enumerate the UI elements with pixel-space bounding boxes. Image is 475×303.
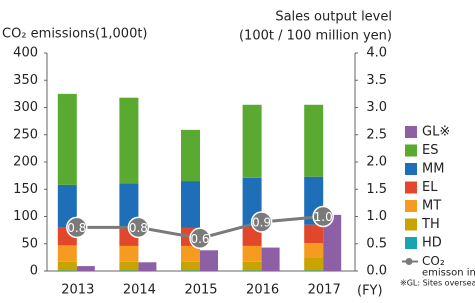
y2-axis-title: Sales output level [275,10,392,25]
bar [138,262,157,271]
bar-segment [304,243,324,258]
bar-segment [242,104,262,178]
bar [323,214,342,271]
legend-label: MM [422,162,444,177]
line-marker [189,227,211,250]
legend-swatch [405,218,417,231]
data-label: 0.8 [67,221,86,235]
bar-segment [57,245,77,262]
legend-swatch [405,163,417,175]
y2-tick-label: 1.0 [366,209,387,224]
legend-swatch [405,181,417,194]
bar-segment [119,183,139,228]
x-tick-label: 2015 [184,283,217,298]
note: ※GL: Sites overseas [400,279,475,288]
x-tick-label: 2014 [123,283,156,298]
bar [200,250,218,271]
bar-segment [119,261,139,271]
bar-segment [119,270,139,271]
y2-tick-label: 1.5 [366,182,387,197]
line-marker [66,216,88,239]
legend-swatch [405,126,417,138]
bar-segment [181,129,200,182]
bar-segment [304,224,324,244]
legend-label: HD [422,236,442,251]
y-tick-label: 0 [30,264,38,279]
y2-tick-label: 2.0 [366,155,387,170]
y2-tick-label: 3.0 [366,100,387,115]
bar [261,247,280,271]
y2-tick-label: 0.5 [366,236,387,251]
legend-label: CO₂ [422,254,445,268]
y2-tick-label: 3.5 [366,73,387,88]
y2-tick-label: 0.0 [366,264,387,279]
x-tick-label: 2017 [308,283,341,298]
legend-label: emisson intensity [422,268,475,279]
legend-swatch [405,200,417,212]
line-marker [127,216,150,239]
y2-tick-label: 2.5 [366,127,387,142]
legend-label: TH [421,217,440,232]
bar-segment [304,257,324,271]
y-tick-label: 200 [13,155,38,170]
x-tick-label: 2013 [61,283,94,298]
x-tick-label: 2016 [246,283,279,298]
bar-segment [181,181,200,228]
data-label: 0.9 [252,215,271,229]
bar [76,266,95,271]
legend-label: EL [422,180,438,195]
bar-segment [304,104,324,177]
bar-segment [242,261,262,271]
bar-segment [57,261,77,271]
bar-segment [181,245,200,262]
y-tick-label: 350 [13,73,38,88]
y2-tick-label: 4.0 [366,46,387,61]
y-tick-label: 400 [13,46,38,61]
y-tick-label: 100 [13,209,38,224]
x-unit: (FY) [357,284,383,299]
legend-swatch [405,237,417,249]
bar-segment [242,227,262,246]
bar-segment [119,245,139,262]
data-label: 0.6 [190,232,209,246]
bar-segment [181,261,200,271]
bar-segment [57,270,77,271]
data-label: 1.0 [314,210,333,224]
legend-label: GL※ [422,125,450,140]
data-label: 0.8 [129,221,148,235]
legend-label: MT [422,199,441,214]
line-marker [250,211,273,233]
bar-segment [181,270,200,271]
y-tick-label: 250 [13,127,38,142]
legend-marker [405,258,413,265]
bar-segment [242,270,262,271]
line-marker [312,205,334,228]
y-tick-label: 50 [21,236,38,251]
y-tick-label: 300 [13,100,38,115]
bar-segment [242,245,262,262]
y2-axis-title: (100t / 100 million yen) [239,29,392,44]
bar-segment [57,93,77,185]
legend-swatch [405,144,417,157]
bar-segment [304,270,324,271]
y-axis-title: CO₂ emissions(1,000t) [2,27,148,42]
y-tick-label: 150 [13,182,38,197]
legend-label: ES [422,143,438,158]
bar-segment [57,184,77,228]
bar-segment [119,97,139,184]
